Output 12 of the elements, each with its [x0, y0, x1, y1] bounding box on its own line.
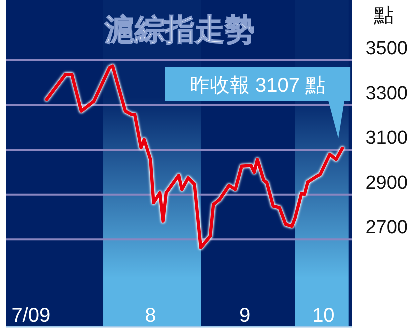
- x-tick-label: 9: [239, 305, 251, 327]
- x-tick-label: 10: [312, 305, 335, 327]
- x-tick-label: 7/09: [12, 305, 51, 327]
- y-tick-label: 2700: [366, 218, 408, 239]
- annotation: 昨收報 3107 點: [190, 75, 326, 97]
- y-tick-label: 3300: [366, 83, 408, 104]
- y-axis-title: 點: [373, 5, 394, 27]
- y-tick-label: 3500: [366, 38, 408, 60]
- x-tick-label: 8: [145, 305, 156, 327]
- y-tick-label: 3100: [366, 128, 408, 150]
- text: 滬綜指走勢: [104, 14, 255, 47]
- y-tick-label: 2900: [366, 172, 408, 194]
